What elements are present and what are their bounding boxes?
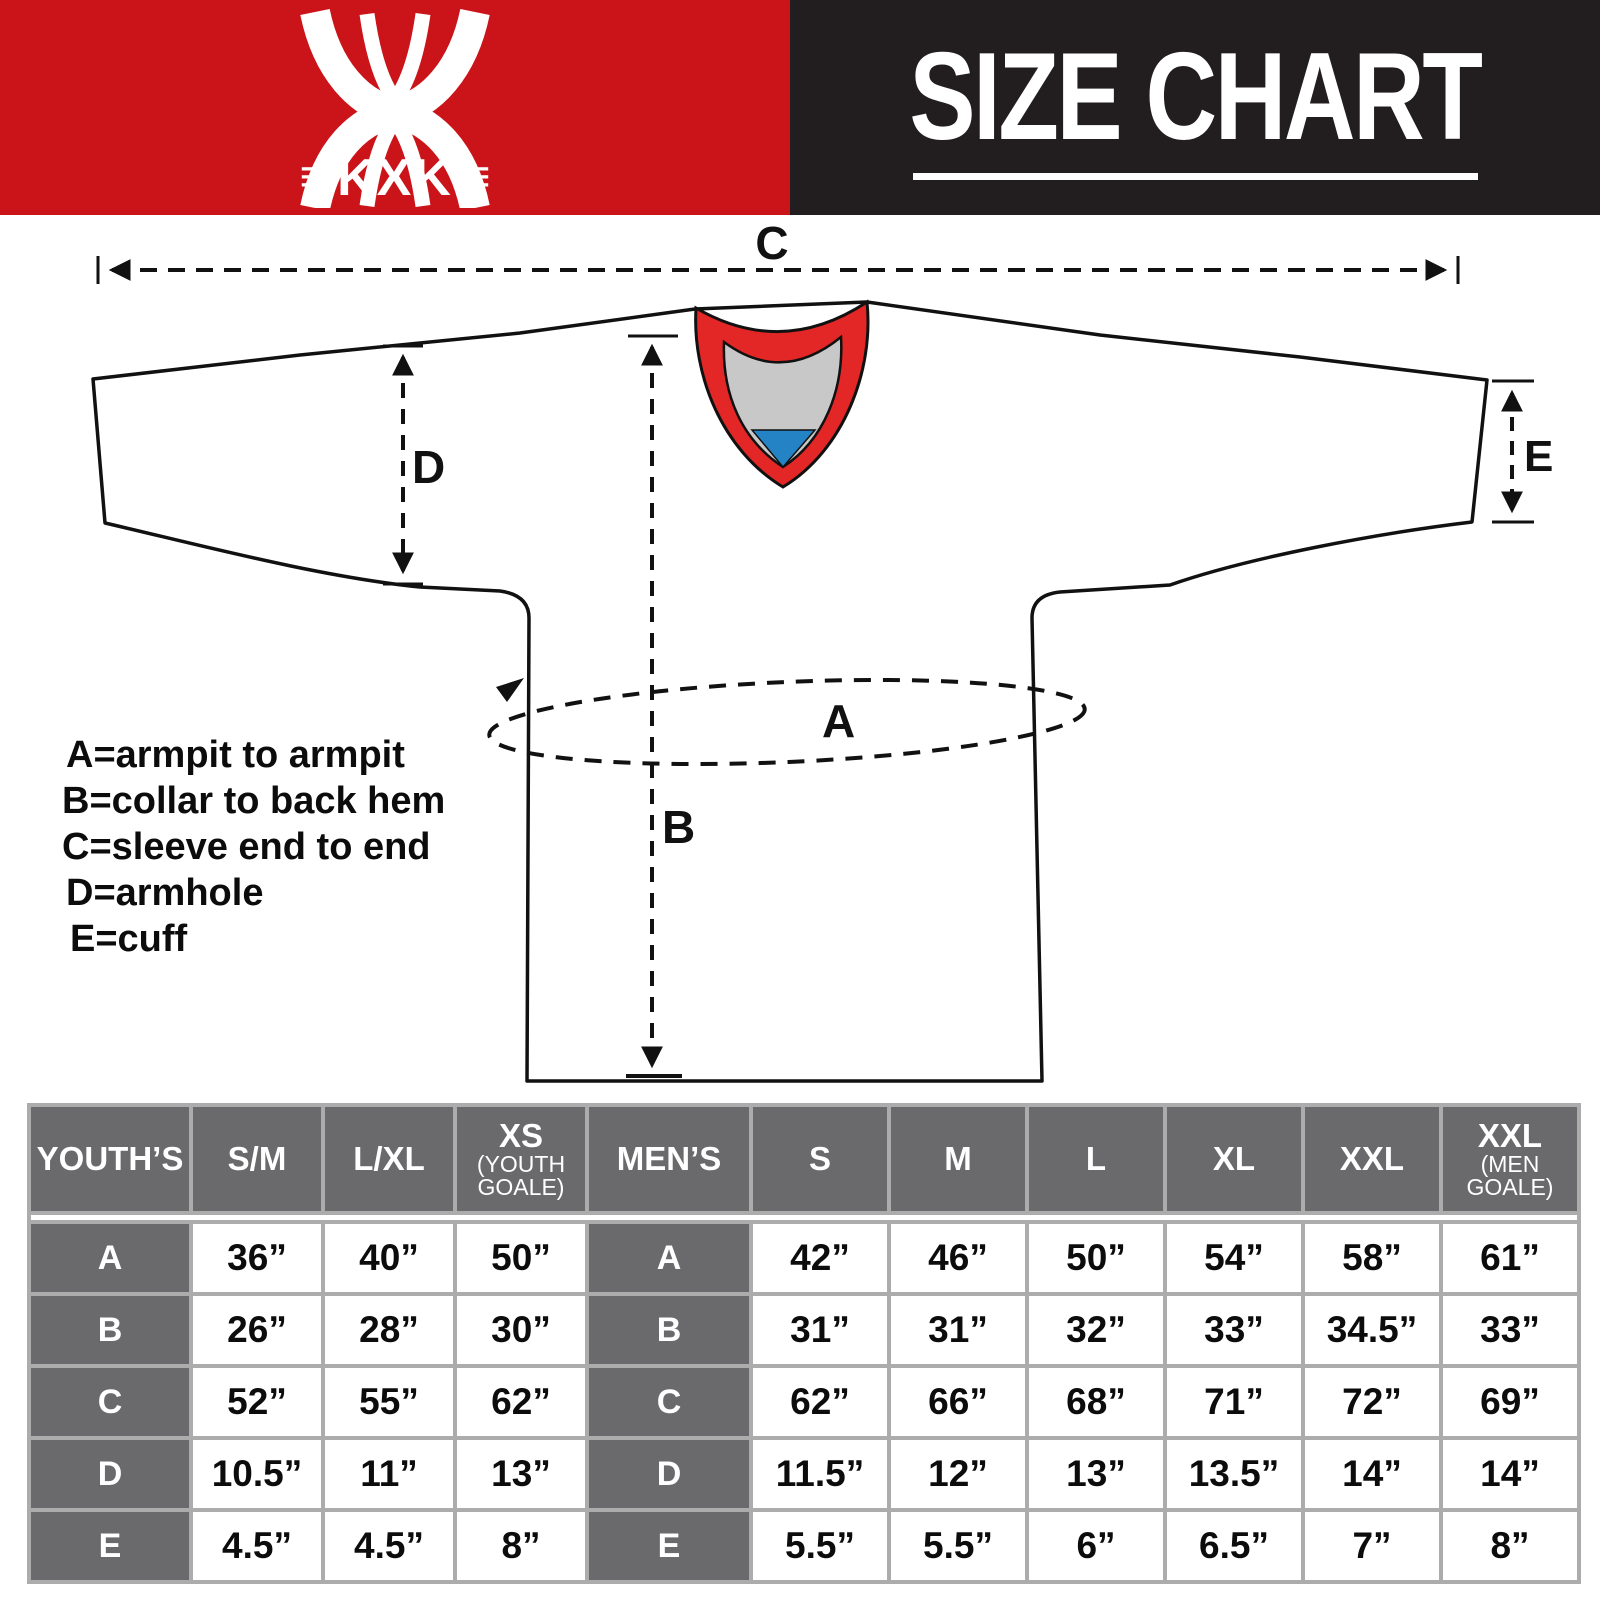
youth-row-label: C xyxy=(31,1368,189,1436)
men-size-value: 68” xyxy=(1029,1368,1163,1436)
measurement-legend: A=armpit to armpit B=collar to back hem … xyxy=(62,734,445,960)
youth-row-label: E xyxy=(31,1512,189,1580)
youth-size-value: 62” xyxy=(457,1368,585,1436)
youth-size-value: 8” xyxy=(457,1512,585,1580)
men-size-value: 6” xyxy=(1029,1512,1163,1580)
men-size-value: 42” xyxy=(753,1224,887,1292)
men-size-value: 69” xyxy=(1443,1368,1577,1436)
measure-d-label: D xyxy=(412,441,445,493)
legend-line-c: C=sleeve end to end xyxy=(62,826,431,868)
logo-wordmark: KXK xyxy=(337,149,453,207)
men-size-value: 58” xyxy=(1305,1224,1439,1292)
measure-b-label: B xyxy=(662,801,695,853)
men-size-value: 34.5” xyxy=(1305,1296,1439,1364)
youth-size-value: 30” xyxy=(457,1296,585,1364)
youth-size-value: 26” xyxy=(193,1296,321,1364)
youth-size-value: 55” xyxy=(325,1368,453,1436)
legend-line-a: A=armpit to armpit xyxy=(66,734,405,776)
measure-e-label: E xyxy=(1524,432,1553,481)
men-size-column-header: XL xyxy=(1167,1107,1301,1211)
men-size-value: 6.5” xyxy=(1167,1512,1301,1580)
youth-row-label: B xyxy=(31,1296,189,1364)
youth-size-value: 50” xyxy=(457,1224,585,1292)
measure-a-ellipse xyxy=(487,677,1087,767)
header-spacer xyxy=(31,1215,1577,1220)
youth-size-value: 13” xyxy=(457,1440,585,1508)
kxk-logo-icon: ​ KXK ≡ ≡ xyxy=(300,8,491,208)
men-size-value: 54” xyxy=(1167,1224,1301,1292)
men-size-value: 61” xyxy=(1443,1224,1577,1292)
men-size-column-header: M xyxy=(891,1107,1025,1211)
men-size-value: 66” xyxy=(891,1368,1025,1436)
youth-size-column-header: L/XL xyxy=(325,1107,453,1211)
men-size-value: 31” xyxy=(753,1296,887,1364)
men-size-value: 13” xyxy=(1029,1440,1163,1508)
men-size-value: 71” xyxy=(1167,1368,1301,1436)
jersey-outline xyxy=(91,300,1489,1083)
men-size-value: 13.5” xyxy=(1167,1440,1301,1508)
youth-size-value: 10.5” xyxy=(193,1440,321,1508)
men-size-value: 8” xyxy=(1443,1512,1577,1580)
men-table-header: MEN’S xyxy=(589,1107,749,1211)
collar-bottom-triangle xyxy=(750,429,817,469)
men-size-value: 50” xyxy=(1029,1224,1163,1292)
men-size-value: 72” xyxy=(1305,1368,1439,1436)
title-panel: SIZE CHART xyxy=(790,0,1600,215)
men-size-value: 7” xyxy=(1305,1512,1439,1580)
men-row-label: B xyxy=(589,1296,749,1364)
men-size-column-header: XXL xyxy=(1305,1107,1439,1211)
youth-size-column-header: S/M xyxy=(193,1107,321,1211)
size-table: YOUTH’S S/M L/XL XS (YOUTH GOALE) MEN’S S M L XL X… xyxy=(27,1103,1581,1584)
page-title: SIZE CHART xyxy=(909,28,1483,166)
youth-size-value: 11” xyxy=(325,1440,453,1508)
brand-panel: ​ KXK ≡ ≡ xyxy=(0,0,790,215)
men-row-label: A xyxy=(589,1224,749,1292)
men-size-value: 11.5” xyxy=(753,1440,887,1508)
logo-bars-left: ≡ xyxy=(300,150,327,202)
measure-a-label: A xyxy=(822,695,855,747)
youth-size-column-header: XS (YOUTH GOALE) xyxy=(457,1107,585,1211)
men-size-column-header: S xyxy=(753,1107,887,1211)
youth-size-value: 28” xyxy=(325,1296,453,1364)
men-size-value: 33” xyxy=(1167,1296,1301,1364)
men-size-value: 5.5” xyxy=(753,1512,887,1580)
header-banner: ​ KXK ≡ ≡ SIZE CHART xyxy=(0,0,1600,215)
men-size-value: 12” xyxy=(891,1440,1025,1508)
men-row-label: E xyxy=(589,1512,749,1580)
measure-a-arrowhead xyxy=(496,678,524,702)
measure-c-label: C xyxy=(755,217,788,269)
men-size-column-header: XXL (MEN GOALE) xyxy=(1443,1107,1577,1211)
legend-line-e: E=cuff xyxy=(70,918,188,960)
men-size-value: 32” xyxy=(1029,1296,1163,1364)
legend-line-b: B=collar to back hem xyxy=(62,780,445,822)
men-size-value: 62” xyxy=(753,1368,887,1436)
youth-table-header: YOUTH’S xyxy=(31,1107,189,1211)
men-size-value: 5.5” xyxy=(891,1512,1025,1580)
youth-size-value: 52” xyxy=(193,1368,321,1436)
jersey-diagram: C D B E A A=armpit to armpit B=collar to… xyxy=(62,217,1553,1083)
men-row-label: C xyxy=(589,1368,749,1436)
title-underline xyxy=(912,173,1478,180)
men-size-value: 33” xyxy=(1443,1296,1577,1364)
youth-row-label: A xyxy=(31,1224,189,1292)
youth-size-value: 4.5” xyxy=(193,1512,321,1580)
logo-bars-right: ≡ xyxy=(464,150,491,202)
men-size-value: 14” xyxy=(1443,1440,1577,1508)
men-size-value: 46” xyxy=(891,1224,1025,1292)
men-size-value: 31” xyxy=(891,1296,1025,1364)
youth-size-value: 4.5” xyxy=(325,1512,453,1580)
men-size-column-header: L xyxy=(1029,1107,1163,1211)
youth-size-value: 40” xyxy=(325,1224,453,1292)
youth-row-label: D xyxy=(31,1440,189,1508)
men-row-label: D xyxy=(589,1440,749,1508)
youth-size-value: 36” xyxy=(193,1224,321,1292)
men-size-value: 14” xyxy=(1305,1440,1439,1508)
legend-line-d: D=armhole xyxy=(66,872,263,914)
